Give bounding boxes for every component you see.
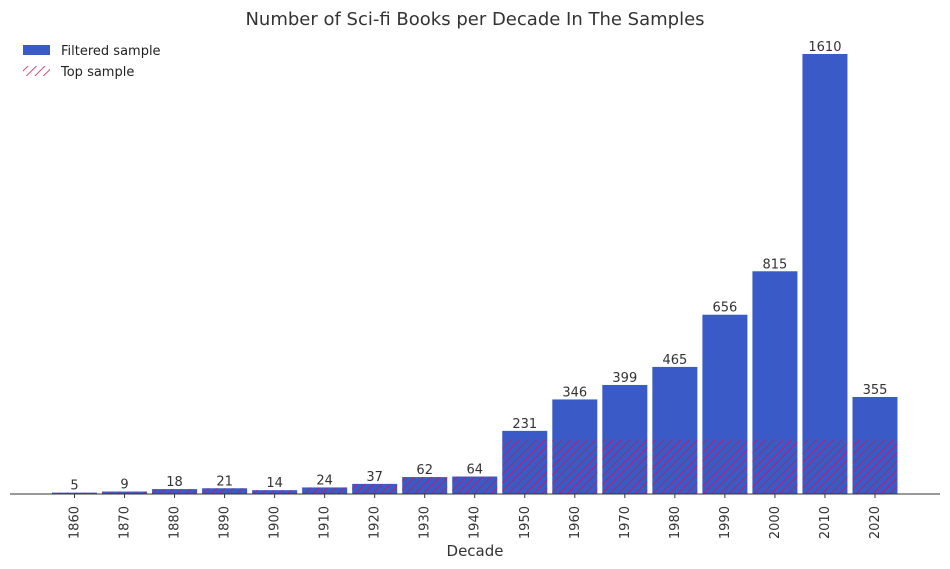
data-label-1940: 64 [466, 463, 483, 478]
bar-top-1960 [552, 439, 598, 494]
data-label-1860: 5 [70, 479, 78, 494]
bar-top-2000 [752, 439, 798, 494]
x-tick-label-1910: 1910 [318, 506, 333, 539]
x-tick-label-1950: 1950 [518, 506, 533, 539]
bar-top-1990 [702, 439, 748, 494]
x-tick-label-1920: 1920 [368, 506, 383, 539]
bar-top-1880 [152, 489, 198, 494]
x-tick-label-1890: 1890 [218, 506, 233, 539]
x-tick-label-1880: 1880 [168, 506, 183, 539]
x-ticks: 1860 1870 1880 1890 1900 1910 1920 1930 1940 1950… [68, 494, 883, 539]
bar-filtered-2010 [802, 54, 848, 494]
x-tick-label-1930: 1930 [418, 506, 433, 539]
x-tick-label-2000: 2000 [768, 506, 783, 539]
x-tick-label-1900: 1900 [268, 506, 283, 539]
data-label-1880: 18 [166, 475, 183, 490]
x-tick-label-2020: 2020 [868, 506, 883, 539]
top-sample-bars [52, 439, 898, 494]
data-label-1890: 21 [216, 474, 233, 489]
x-tick-label-1970: 1970 [618, 506, 633, 539]
bar-top-1860 [52, 492, 97, 494]
bar-top-1950 [502, 439, 548, 494]
bar-top-2020 [852, 439, 898, 494]
data-label-2010: 1610 [808, 40, 841, 55]
data-labels: 5 9 18 21 14 24 37 62 64 231 346 399 465 656 815 1610 35… [70, 40, 887, 494]
bar-top-1910 [302, 487, 348, 494]
data-label-1900: 14 [266, 476, 283, 491]
x-tick-label-1980: 1980 [668, 506, 683, 539]
bar-top-1870 [102, 491, 148, 494]
data-label-1970: 399 [612, 371, 637, 386]
data-label-2020: 355 [863, 383, 888, 398]
data-label-1950: 231 [512, 417, 537, 432]
data-label-1930: 62 [416, 463, 433, 478]
data-label-1870: 9 [120, 478, 128, 493]
data-label-1910: 24 [316, 473, 333, 488]
bar-top-1980 [652, 439, 698, 494]
chart-title: Number of Sci-fi Books per Decade In The… [245, 9, 704, 30]
data-label-2000: 815 [763, 257, 788, 272]
x-tick-label-2010: 2010 [818, 506, 833, 539]
x-tick-label-1870: 1870 [118, 506, 133, 539]
data-label-1920: 37 [366, 470, 383, 485]
legend-swatch-top [23, 66, 50, 76]
legend-swatch-filtered [23, 45, 50, 55]
bar-top-1930 [402, 477, 448, 494]
legend-label-filtered: Filtered sample [61, 44, 161, 59]
bar-top-1900 [252, 490, 298, 494]
data-label-1990: 656 [712, 301, 737, 316]
legend: Filtered sample Top sample [23, 44, 161, 80]
x-tick-label-1960: 1960 [568, 506, 583, 539]
bar-top-2010 [802, 439, 848, 494]
x-axis-label: Decade [447, 542, 504, 560]
x-tick-label-1940: 1940 [468, 506, 483, 539]
legend-label-top: Top sample [60, 65, 134, 80]
filtered-bars [52, 54, 898, 494]
bar-top-1970 [602, 439, 648, 494]
bar-top-1920 [352, 483, 398, 494]
bar-top-1940 [452, 476, 498, 494]
x-tick-label-1990: 1990 [718, 506, 733, 539]
data-label-1960: 346 [562, 385, 587, 400]
bar-top-1890 [202, 488, 248, 494]
x-tick-label-1860: 1860 [68, 506, 83, 539]
data-label-1980: 465 [662, 353, 687, 368]
